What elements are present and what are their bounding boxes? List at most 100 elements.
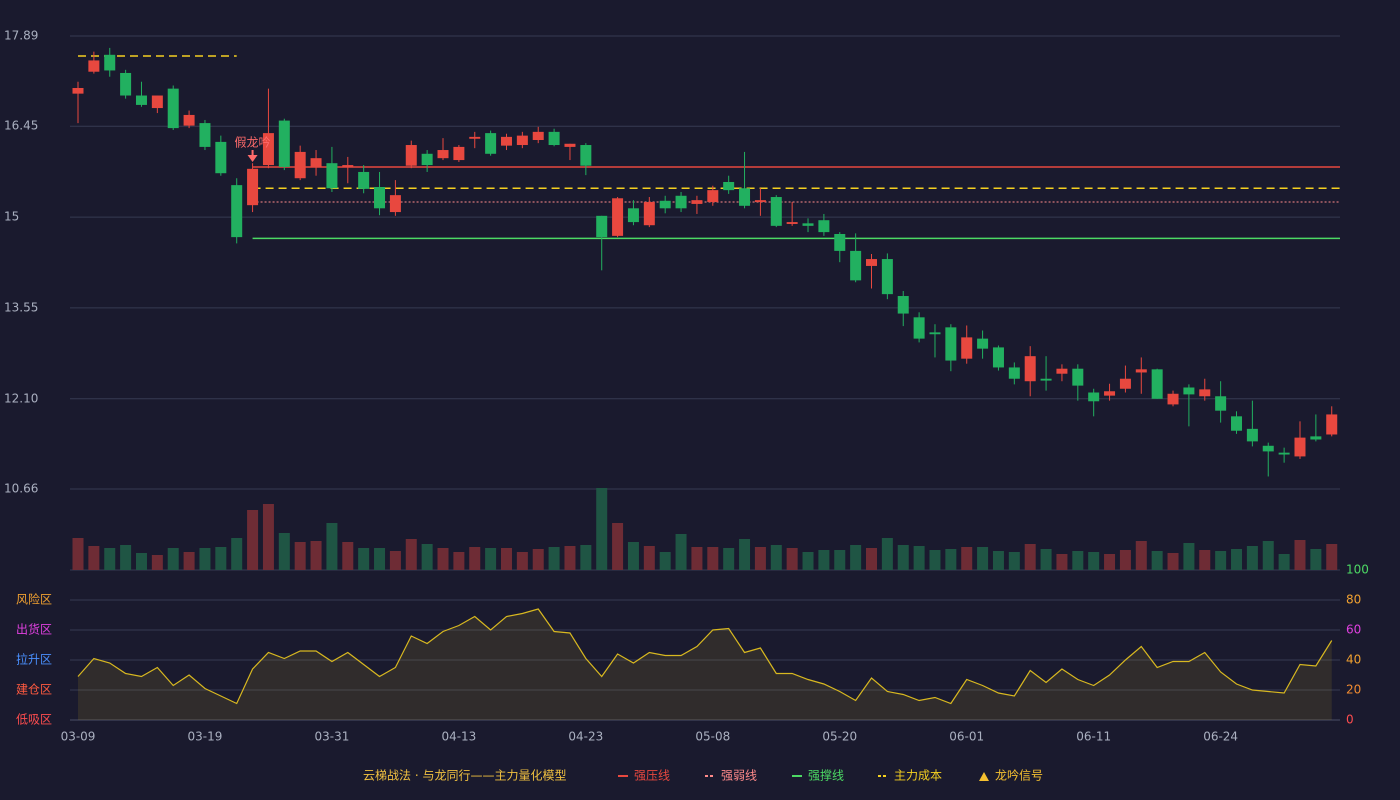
candle-body (1167, 393, 1179, 405)
volume-bar (1246, 546, 1258, 570)
volume-bar (866, 548, 877, 570)
x-tick-label: 03-09 (61, 730, 96, 744)
candle-body (215, 141, 227, 174)
volume-bar (1135, 541, 1147, 570)
volume-bar (850, 545, 862, 570)
candle-body (358, 171, 370, 189)
candle-body (945, 327, 957, 361)
volume-bar (992, 551, 1004, 570)
candle-body (1072, 368, 1084, 386)
volume-bar (691, 547, 703, 570)
candle-body (1246, 428, 1258, 442)
candle-body (707, 190, 719, 203)
candle-body (342, 165, 354, 167)
indicator-area (78, 609, 1332, 720)
y-tick-label: 16.45 (4, 119, 38, 133)
legend-label: 主力成本 (894, 769, 942, 783)
candle-body (326, 163, 338, 189)
volume-bar (1024, 544, 1036, 570)
candle-body (120, 72, 132, 96)
candle-body (278, 120, 290, 167)
volume-bar (1183, 543, 1195, 570)
y-tick-label: 15 (4, 210, 19, 224)
y-tick-label: 10.66 (4, 482, 38, 496)
candle-body (167, 88, 179, 129)
legend-label: 强弱线 (721, 769, 757, 783)
volume-bar (1056, 554, 1068, 570)
y2-tick-label: 0 (1346, 713, 1354, 727)
candle-body (1199, 389, 1211, 397)
x-tick-label: 05-08 (695, 730, 730, 744)
candle-body (1088, 392, 1100, 402)
candle-body (1024, 356, 1036, 382)
volume-bar (1199, 550, 1211, 570)
volume-bar (1294, 540, 1306, 570)
candle-body (1104, 391, 1116, 396)
candle-body (596, 215, 608, 238)
volume-bar (199, 548, 211, 570)
candle-body (770, 197, 782, 226)
volume-bar (88, 546, 100, 570)
volume-bar (913, 546, 925, 570)
volume-bar (247, 510, 259, 570)
volume-bar (643, 546, 655, 570)
zone-label: 风险区 (16, 592, 52, 607)
volume-bar (929, 550, 941, 570)
annotation-text: 假龙吟 (235, 135, 271, 150)
volume-bar (596, 488, 608, 570)
volume-bar (770, 545, 782, 570)
candle-body (516, 135, 528, 146)
volume-bar (437, 548, 449, 570)
candle-body (247, 168, 259, 206)
candle-body (135, 95, 147, 105)
volume-bar (104, 548, 116, 570)
volume-bar (627, 542, 639, 570)
candle-body (389, 195, 401, 213)
candle-body (453, 146, 465, 161)
volume-bar (516, 552, 528, 570)
volume-bar (612, 523, 624, 570)
volume-bar (1310, 549, 1322, 570)
x-tick-label: 06-01 (949, 730, 984, 744)
volume-bar (1151, 551, 1163, 570)
candle-body (199, 123, 211, 147)
volume-bar (358, 548, 370, 570)
volume-bar (500, 548, 512, 570)
volume-bar (675, 534, 687, 570)
candle-body (627, 208, 639, 223)
volume-bar (945, 549, 957, 570)
volume-bar (881, 538, 893, 570)
volume-bar (723, 548, 735, 570)
volume-bar (1104, 554, 1116, 570)
candle-body (151, 95, 163, 109)
candle-body (548, 131, 560, 146)
zone-label: 建仓区 (16, 683, 52, 697)
volume-bar (120, 545, 132, 570)
volume-bar (1215, 551, 1227, 570)
candle-body (977, 338, 989, 349)
candle-body (866, 259, 877, 266)
volume-bar (818, 550, 830, 570)
volume-bar (1119, 550, 1131, 570)
candle-body (612, 198, 624, 236)
candle-body (675, 195, 687, 209)
candle-body (818, 220, 830, 233)
volume-bar (1072, 551, 1084, 570)
candle-body (469, 136, 481, 139)
legend-title: 云梯战法 · 与龙同行——主力量化模型 (363, 769, 566, 783)
candle-body (1231, 416, 1243, 431)
x-tick-label: 03-19 (188, 730, 223, 744)
volume-bar (897, 545, 909, 570)
candle-body (1183, 387, 1195, 395)
x-tick-label: 04-23 (568, 730, 603, 744)
candle-body (262, 133, 274, 166)
annotation-arrowhead (247, 155, 258, 162)
y2-tick-label: 60 (1346, 623, 1361, 637)
candle-body (723, 181, 735, 191)
candle-body (659, 200, 671, 209)
volume-bar (659, 552, 671, 570)
x-tick-label: 04-13 (441, 730, 476, 744)
candle-body (913, 317, 925, 339)
volume-bar (977, 547, 989, 570)
